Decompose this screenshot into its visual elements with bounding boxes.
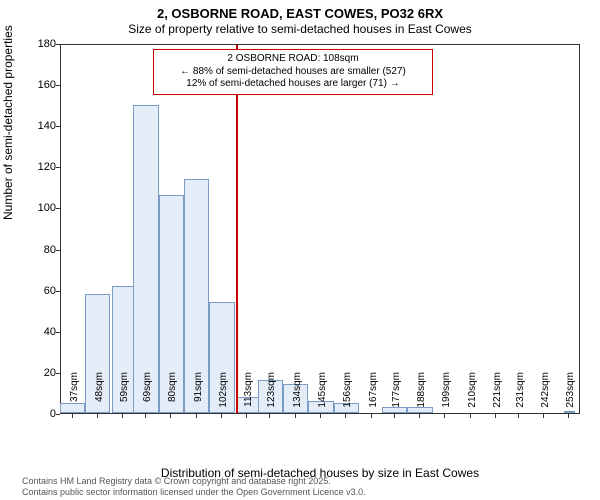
x-tick-label: 37sqm (69, 372, 80, 422)
x-tick-label: 210sqm (467, 372, 478, 422)
annotation-box: 2 OSBORNE ROAD: 108sqm← 88% of semi-deta… (153, 49, 433, 95)
x-tick-label: 91sqm (193, 372, 204, 422)
y-tick-mark (56, 373, 60, 374)
histogram-bar (133, 105, 158, 413)
plot-area: 2 OSBORNE ROAD: 108sqm← 88% of semi-deta… (60, 44, 580, 414)
y-tick-label: 180 (16, 38, 56, 50)
x-tick-label: 177sqm (391, 372, 402, 422)
chart-footer: Contains HM Land Registry data © Crown c… (22, 476, 366, 498)
chart-title-sub: Size of property relative to semi-detach… (0, 22, 600, 36)
x-tick-label: 113sqm (243, 372, 254, 422)
annotation-line: 12% of semi-detached houses are larger (… (160, 78, 426, 91)
x-tick-label: 188sqm (416, 372, 427, 422)
y-tick-mark (56, 250, 60, 251)
y-tick-label: 100 (16, 202, 56, 214)
x-tick-label: 134sqm (292, 372, 303, 422)
x-tick-label: 231sqm (515, 372, 526, 422)
footer-line-1: Contains HM Land Registry data © Crown c… (22, 476, 366, 487)
y-tick-mark (56, 126, 60, 127)
footer-line-2: Contains public sector information licen… (22, 487, 366, 498)
chart-title-main: 2, OSBORNE ROAD, EAST COWES, PO32 6RX (0, 6, 600, 21)
y-axis-label: Number of semi-detached properties (1, 25, 15, 220)
y-tick-label: 140 (16, 120, 56, 132)
x-tick-label: 242sqm (540, 372, 551, 422)
x-tick-label: 48sqm (94, 372, 105, 422)
y-tick-label: 0 (16, 408, 56, 420)
y-tick-label: 60 (16, 285, 56, 297)
x-tick-label: 80sqm (167, 372, 178, 422)
y-tick-label: 20 (16, 367, 56, 379)
y-tick-label: 120 (16, 161, 56, 173)
x-tick-label: 221sqm (492, 372, 503, 422)
annotation-line: ← 88% of semi-detached houses are smalle… (160, 66, 426, 79)
x-tick-label: 199sqm (441, 372, 452, 422)
x-tick-label: 59sqm (119, 372, 130, 422)
x-tick-label: 253sqm (565, 372, 576, 422)
y-tick-mark (56, 85, 60, 86)
y-tick-mark (56, 44, 60, 45)
x-tick-label: 145sqm (317, 372, 328, 422)
y-tick-label: 160 (16, 79, 56, 91)
y-tick-label: 80 (16, 244, 56, 256)
y-tick-mark (56, 332, 60, 333)
y-tick-mark (56, 167, 60, 168)
y-tick-mark (56, 414, 60, 415)
x-tick-label: 69sqm (142, 372, 153, 422)
y-tick-mark (56, 291, 60, 292)
annotation-line: 2 OSBORNE ROAD: 108sqm (160, 53, 426, 66)
chart-container: 2, OSBORNE ROAD, EAST COWES, PO32 6RX Si… (0, 0, 600, 500)
x-tick-label: 102sqm (218, 372, 229, 422)
x-tick-label: 123sqm (266, 372, 277, 422)
y-tick-label: 40 (16, 326, 56, 338)
x-tick-label: 167sqm (368, 372, 379, 422)
reference-line (236, 45, 238, 413)
y-tick-mark (56, 208, 60, 209)
x-tick-label: 156sqm (342, 372, 353, 422)
